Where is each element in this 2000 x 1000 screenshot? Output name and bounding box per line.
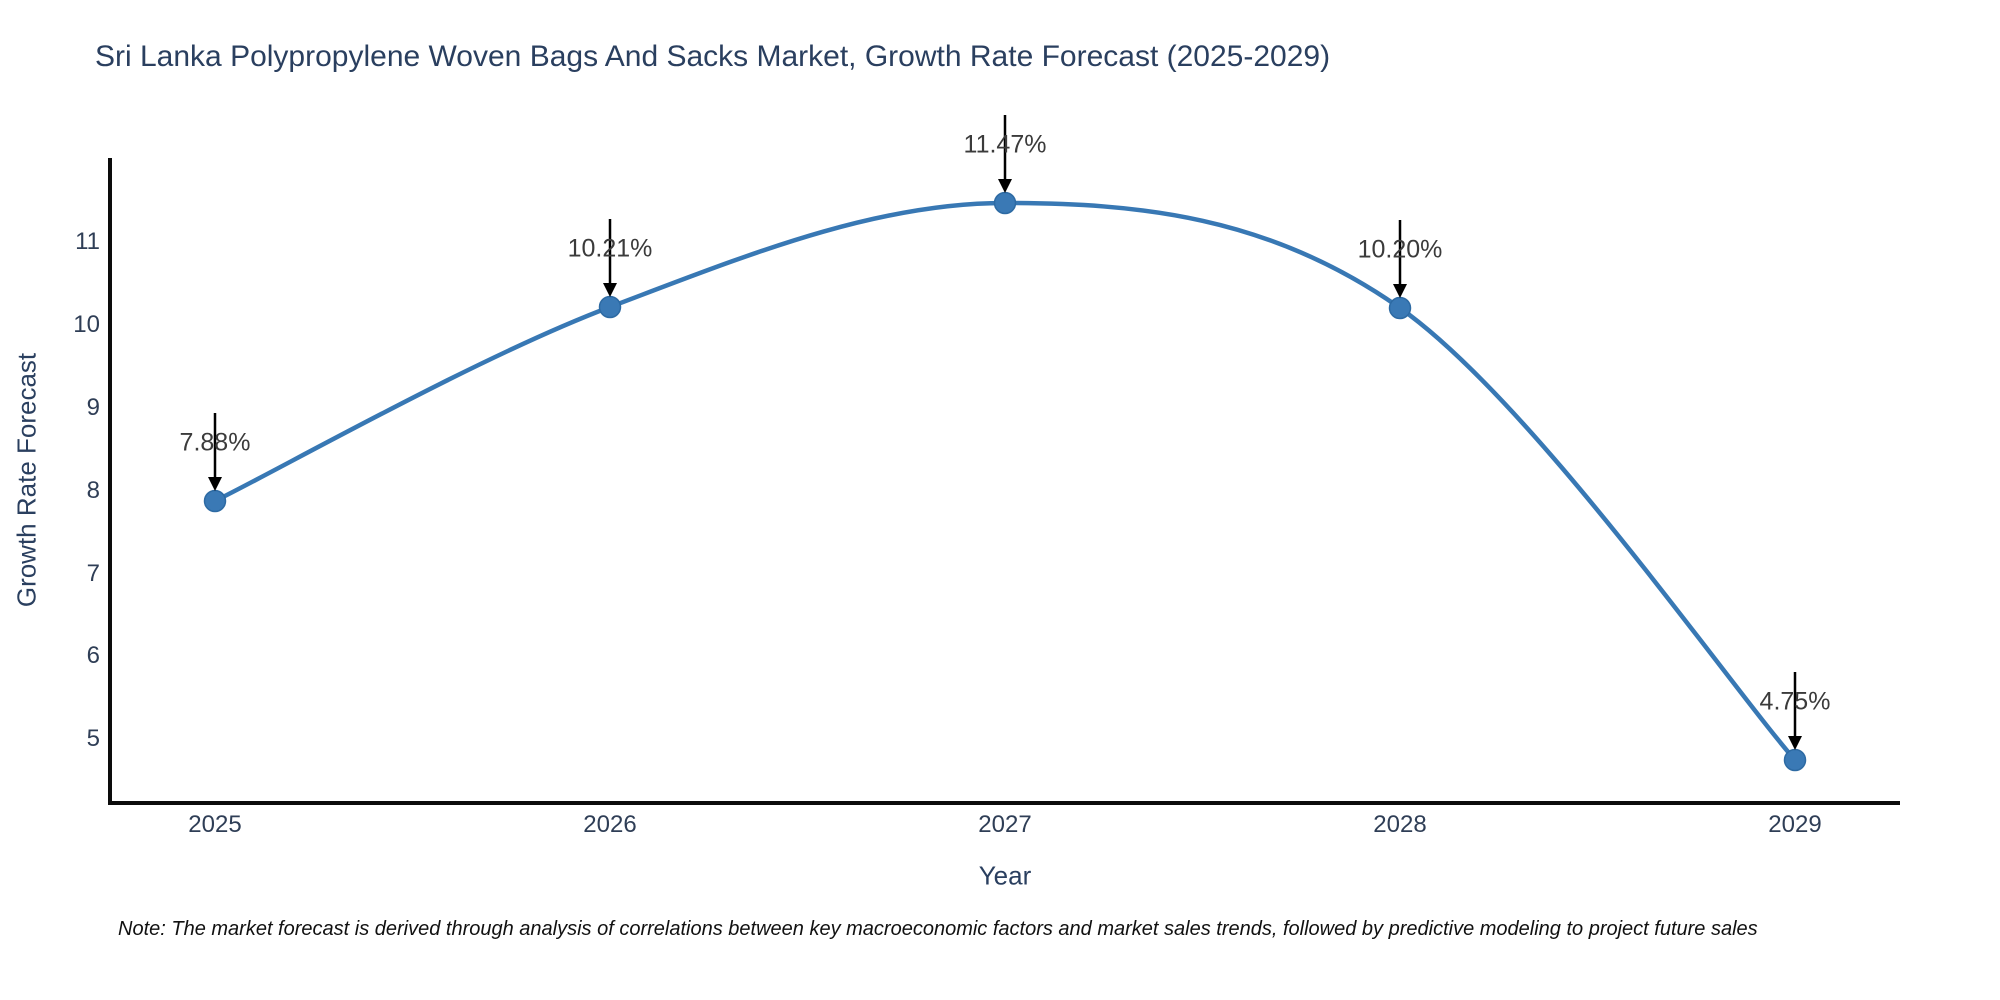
- y-tick-label-5: 5: [86, 725, 100, 752]
- x-tick-label-2029: 2029: [1768, 811, 1822, 838]
- data-point-marker-2028: [1388, 296, 1412, 320]
- data-point-label-2029: 4.75%: [1759, 687, 1831, 716]
- trend-line: [212, 200, 1798, 763]
- y-axis-title: Growth Rate Forecast: [11, 352, 42, 608]
- annotation-arrow-2028: [1393, 220, 1407, 298]
- annotation-arrow-2029: [1788, 672, 1802, 750]
- x-tick-label-2028: 2028: [1373, 811, 1427, 838]
- y-tick-label-9: 9: [86, 394, 100, 421]
- data-point-label-2025: 7.88%: [179, 428, 251, 457]
- x-tick-label-2027: 2027: [978, 811, 1032, 838]
- x-tick-label-2026: 2026: [583, 811, 637, 838]
- chart-title: Sri Lanka Polypropylene Woven Bags And S…: [95, 40, 1331, 73]
- y-tick-label-11: 11: [75, 228, 100, 255]
- y-tick-label-8: 8: [86, 477, 100, 504]
- data-point-label-2028: 10.20%: [1357, 235, 1443, 264]
- footnote: Note: The market forecast is derived thr…: [118, 918, 1758, 940]
- data-point-label-2026: 10.21%: [567, 234, 653, 263]
- data-point-label-2027: 11.47%: [963, 130, 1047, 159]
- data-point-marker-2029: [1783, 748, 1807, 772]
- data-point-marker-2025: [203, 489, 227, 513]
- x-axis-title: Year: [978, 860, 1032, 891]
- data-point-marker-2027: [993, 191, 1017, 215]
- data-point-marker-2026: [598, 295, 622, 319]
- x-tick-label-2025: 2025: [188, 811, 242, 838]
- annotation-arrow-2025: [208, 413, 222, 491]
- y-tick-label-7: 7: [86, 560, 100, 587]
- y-tick-label-6: 6: [86, 642, 100, 669]
- annotation-arrow-2027: [998, 115, 1012, 193]
- annotation-arrow-2026: [603, 219, 617, 297]
- y-tick-label-10: 10: [73, 311, 100, 338]
